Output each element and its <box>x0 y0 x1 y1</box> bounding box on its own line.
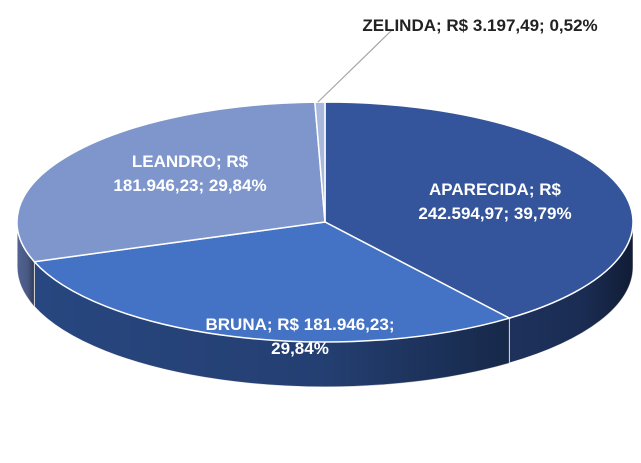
data-label: APARECIDA; R$ 242.594,97; 39,79% <box>395 178 595 226</box>
label-part: ; <box>539 16 550 35</box>
slice <box>324 101 634 319</box>
label-part: ; <box>198 176 209 195</box>
label-part: ; <box>436 16 447 35</box>
slice <box>32 221 512 343</box>
label-part: 39,79% <box>513 204 572 223</box>
label-part: ; <box>215 152 227 171</box>
side-shade <box>509 222 633 364</box>
label-part: R$ 181.946,23 <box>277 315 389 334</box>
data-label: LEANDRO; R$ 181.946,23; 29,84% <box>90 150 290 198</box>
label-part: R$ 181.946,23 <box>113 152 253 195</box>
data-label: BRUNA; R$ 181.946,23; 29,84% <box>200 313 400 361</box>
label-part: ; <box>528 180 540 199</box>
label-part: 29,84% <box>271 339 329 358</box>
data-label: ZELINDA; R$ 3.197,49; 0,52% <box>360 14 600 38</box>
label-part: BRUNA <box>205 315 267 334</box>
label-part: LEANDRO <box>131 152 216 171</box>
label-part: R$ 3.197,49 <box>446 16 540 35</box>
side-shade <box>34 261 510 387</box>
tops <box>16 101 634 343</box>
label-part: APARECIDA <box>429 180 529 199</box>
label-part: ; <box>266 315 278 334</box>
label-part: 29,84% <box>208 176 267 195</box>
label-part: ; <box>388 315 400 334</box>
leader-line <box>317 29 393 103</box>
label-part: R$ 242.594,97 <box>418 180 566 223</box>
label-part: ZELINDA <box>362 16 437 35</box>
label-part: 0,52% <box>549 16 598 35</box>
slice <box>314 101 326 223</box>
slice <box>16 101 326 263</box>
label-part: ; <box>503 204 514 223</box>
